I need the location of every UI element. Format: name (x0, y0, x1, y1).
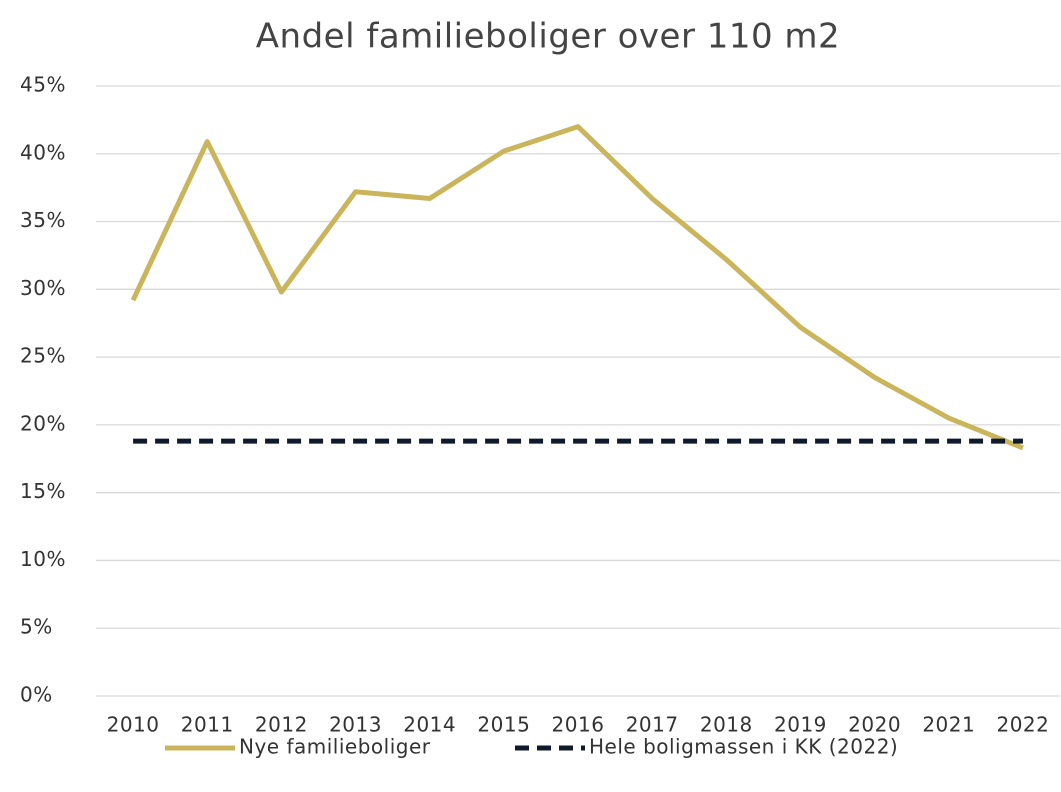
y-tick-label: 20% (20, 411, 66, 435)
chart-title: Andel familieboliger over 110 m2 (256, 17, 840, 57)
x-tick-label: 2013 (329, 713, 382, 737)
x-tick-label: 2010 (107, 713, 160, 737)
x-tick-label: 2014 (403, 713, 456, 737)
y-tick-label: 5% (20, 615, 53, 639)
y-tick-label: 30% (20, 276, 66, 300)
x-tick-label: 2015 (477, 713, 530, 737)
series-line (130, 124, 1024, 451)
y-tick-label: 40% (20, 140, 66, 164)
x-tick-label: 2016 (552, 713, 605, 737)
x-tick-label: 2021 (922, 713, 975, 737)
y-tick-label: 0% (20, 683, 53, 707)
legend-label: Nye familieboliger (239, 735, 431, 759)
x-tick-label: 2019 (774, 713, 827, 737)
y-tick-label: 45% (20, 73, 66, 97)
x-tick-label: 2017 (626, 713, 679, 737)
y-tick-label: 35% (20, 208, 66, 232)
x-tick-label: 2022 (996, 713, 1049, 737)
y-tick-label: 10% (20, 547, 66, 571)
x-tick-label: 2018 (700, 713, 753, 737)
x-tick-label: 2011 (181, 713, 234, 737)
x-tick-label: 2012 (255, 713, 308, 737)
y-tick-label: 15% (20, 479, 66, 503)
y-tick-label: 25% (20, 344, 66, 368)
legend-label: Hele boligmassen i KK (2022) (589, 735, 898, 759)
x-tick-label: 2020 (848, 713, 901, 737)
